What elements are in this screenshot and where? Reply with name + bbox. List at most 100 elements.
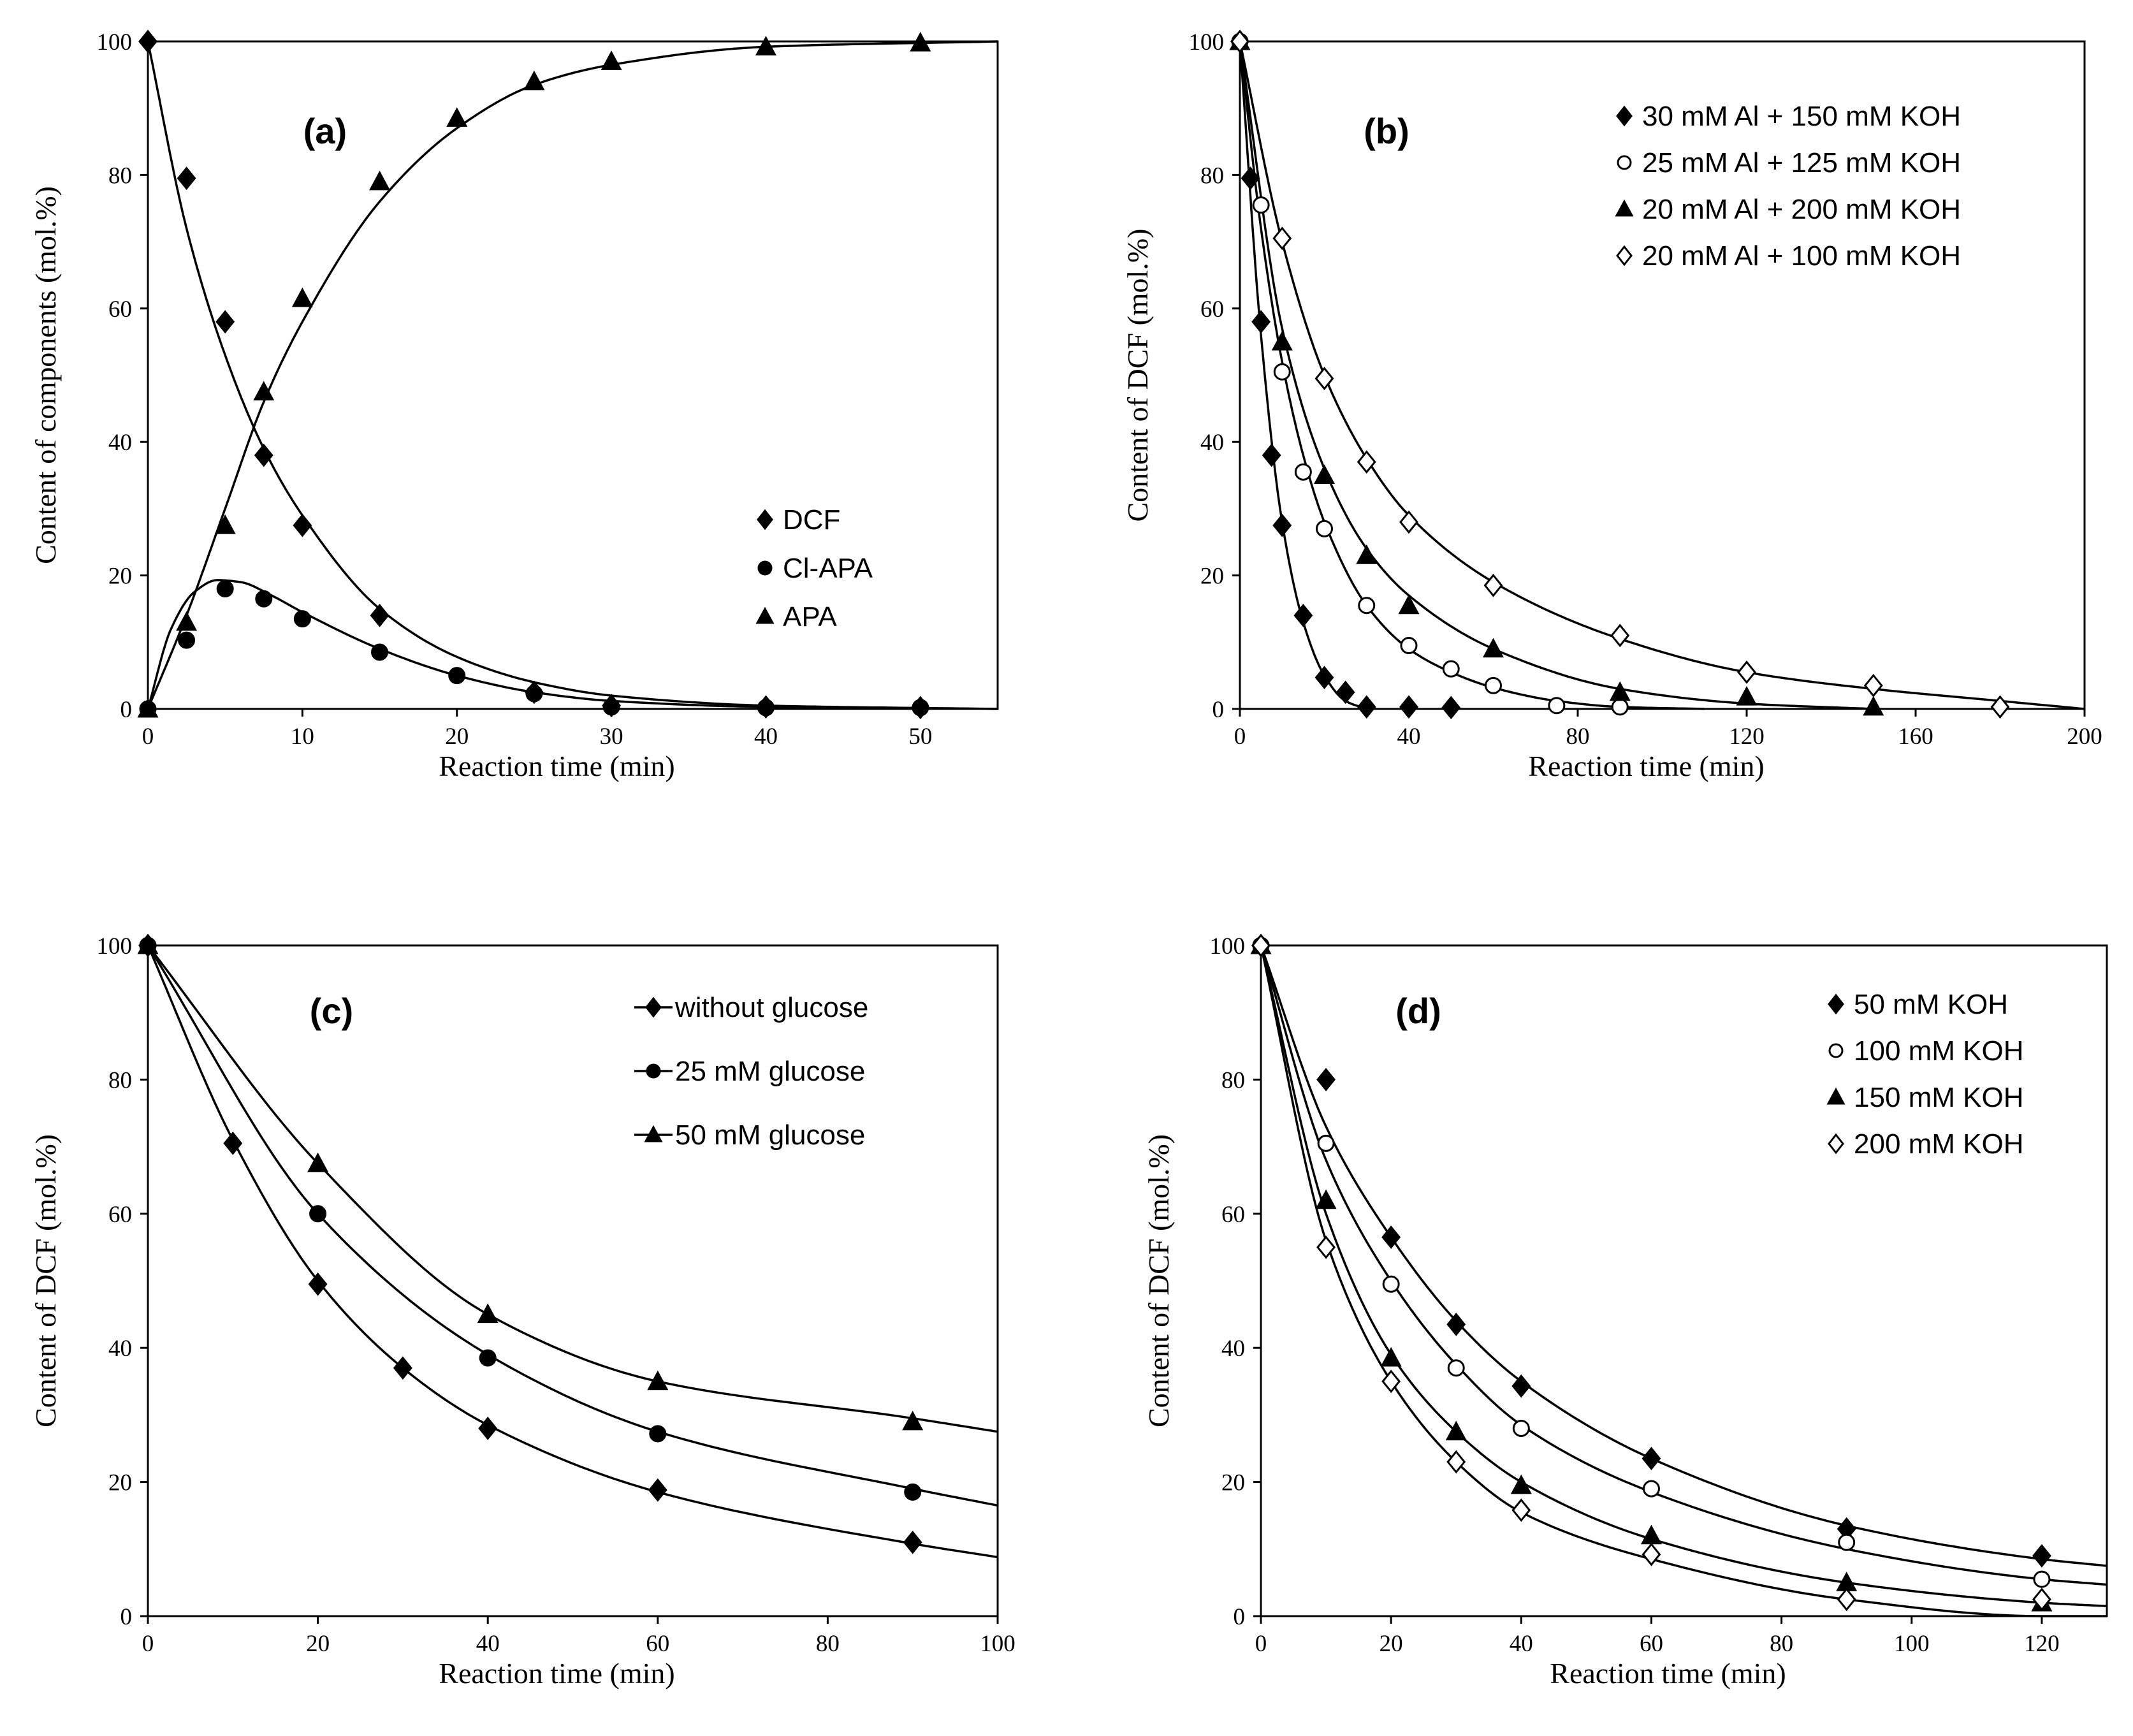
- data-point: [1640, 1524, 1662, 1545]
- y-tick-label: 80: [108, 163, 132, 189]
- data-point: [1447, 1359, 1465, 1377]
- data-point: [904, 1483, 922, 1501]
- panel-d: 0 20 40 60 80 100 120 0 20 40 60 80 100 Reaction time…: [1142, 933, 2108, 1689]
- data-point: [1358, 597, 1376, 615]
- data-point: [479, 1349, 497, 1367]
- data-point: [1381, 1225, 1401, 1249]
- y-tick-label: 80: [108, 1067, 132, 1093]
- panel-c: 0 20 40 60 80 100 0 20 40 60 80 100 Reaction time (m…: [29, 933, 1016, 1689]
- y-tick-label: 100: [97, 933, 133, 959]
- y-tick-label: 20: [1221, 1470, 1245, 1496]
- x-tick-label: 30: [600, 724, 623, 750]
- legend-marker: [1828, 993, 1844, 1015]
- data-point: [649, 1425, 667, 1443]
- x-tick-label: 100: [1894, 1631, 1930, 1657]
- panel-b: 0 40 80 120 160 200 0 20 40 60 80 100 Reaction time …: [1121, 29, 2102, 782]
- x-tick-label: 160: [1898, 724, 1933, 750]
- x-tick-label: 0: [1234, 724, 1246, 750]
- x-tick-label: 40: [1510, 1631, 1533, 1657]
- y-tick-label: 60: [108, 296, 132, 323]
- y-tick-label: 40: [1221, 1336, 1245, 1362]
- y-tick-label: 80: [1200, 163, 1224, 189]
- legend-label: 100 mM KOH: [1854, 1035, 2024, 1067]
- x-tick-label: 60: [1640, 1631, 1663, 1657]
- legend-marker: [1616, 245, 1633, 266]
- y-tick-label: 100: [1189, 29, 1225, 55]
- data-point: [1316, 1068, 1336, 1091]
- data-point: [369, 170, 391, 191]
- x-tick-label: 200: [2067, 724, 2102, 750]
- data-point: [1445, 1420, 1467, 1441]
- data-point: [1273, 363, 1291, 381]
- y-axis-title: Content of DCF (mol.%): [29, 1134, 62, 1427]
- series-50-mm-glucose: [137, 934, 924, 1431]
- data-point: [1863, 673, 1883, 697]
- data-point: [1441, 696, 1461, 720]
- y-tick-label: 60: [108, 1202, 132, 1228]
- x-axis-title: Reaction time (min): [1550, 1657, 1786, 1689]
- data-point: [1482, 638, 1504, 658]
- x-tick-label: 40: [754, 724, 778, 750]
- data-point: [215, 310, 235, 334]
- data-point: [1446, 1313, 1466, 1336]
- y-axis-title: Content of DCF (mol.%): [1121, 229, 1154, 522]
- data-point: [1838, 1533, 1856, 1551]
- data-point: [755, 36, 776, 55]
- data-point: [1272, 226, 1292, 251]
- series-without-glucose: [138, 933, 922, 1554]
- data-point: [1548, 697, 1566, 715]
- legend-label: 50 mM glucose: [675, 1120, 865, 1151]
- data-point: [1380, 1346, 1402, 1367]
- series-apa: [137, 31, 931, 718]
- legend-label: 20 mM Al + 200 mM KOH: [1642, 194, 1961, 225]
- data-point: [308, 1272, 328, 1296]
- data-point: [757, 699, 775, 717]
- y-tick-label: 80: [1221, 1067, 1245, 1093]
- legend-label: DCF: [783, 504, 840, 536]
- legend-label: 150 mM KOH: [1854, 1082, 2024, 1113]
- data-point: [138, 29, 157, 54]
- y-tick-label: 100: [97, 29, 133, 55]
- x-tick-label: 0: [1255, 1631, 1267, 1657]
- x-axis-title: Reaction time (min): [439, 750, 674, 782]
- legend-label: 200 mM KOH: [1854, 1128, 2024, 1160]
- plot-frame: [147, 944, 999, 1617]
- series-200-mm-koh: [1251, 933, 2051, 1612]
- x-tick-label: 10: [291, 724, 314, 750]
- y-tick-label: 40: [108, 1336, 132, 1362]
- data-point: [1400, 637, 1418, 655]
- data-point: [1511, 1498, 1531, 1522]
- data-point: [1230, 29, 1249, 54]
- data-point: [254, 443, 273, 467]
- legend-marker: [646, 1063, 661, 1079]
- data-point: [1483, 573, 1503, 597]
- data-point: [601, 50, 622, 70]
- x-axis-title: Reaction time (min): [439, 1657, 674, 1689]
- data-point: [137, 697, 159, 718]
- legend: 50 mM KOH 100 mM KOH 150 mM KOH 200 mM KOH: [1826, 989, 2024, 1160]
- y-tick-label: 20: [1200, 564, 1224, 590]
- data-point: [1642, 1480, 1660, 1498]
- data-point: [523, 70, 545, 91]
- legend: 30 mM Al + 150 mM KOH 25 mM Al + 125 mM K…: [1615, 101, 1961, 272]
- legend: DCF Cl-APA APA: [755, 504, 873, 632]
- legend-marker: [755, 606, 775, 624]
- legend-marker: [1828, 1043, 1844, 1058]
- x-tick-label: 20: [306, 1631, 330, 1657]
- data-point: [1446, 1450, 1466, 1474]
- data-point: [291, 287, 313, 307]
- data-point: [1485, 676, 1502, 694]
- data-point: [1314, 666, 1334, 690]
- data-point: [1262, 443, 1281, 467]
- data-point: [178, 631, 196, 649]
- data-point: [1609, 681, 1631, 701]
- data-point: [1336, 680, 1355, 704]
- y-tick-label: 60: [1221, 1202, 1245, 1228]
- legend-marker: [757, 509, 773, 530]
- legend-label: APA: [783, 601, 837, 632]
- data-point: [1399, 510, 1418, 534]
- x-tick-label: 50: [908, 724, 932, 750]
- data-point: [309, 1205, 327, 1223]
- data-point: [1737, 660, 1756, 684]
